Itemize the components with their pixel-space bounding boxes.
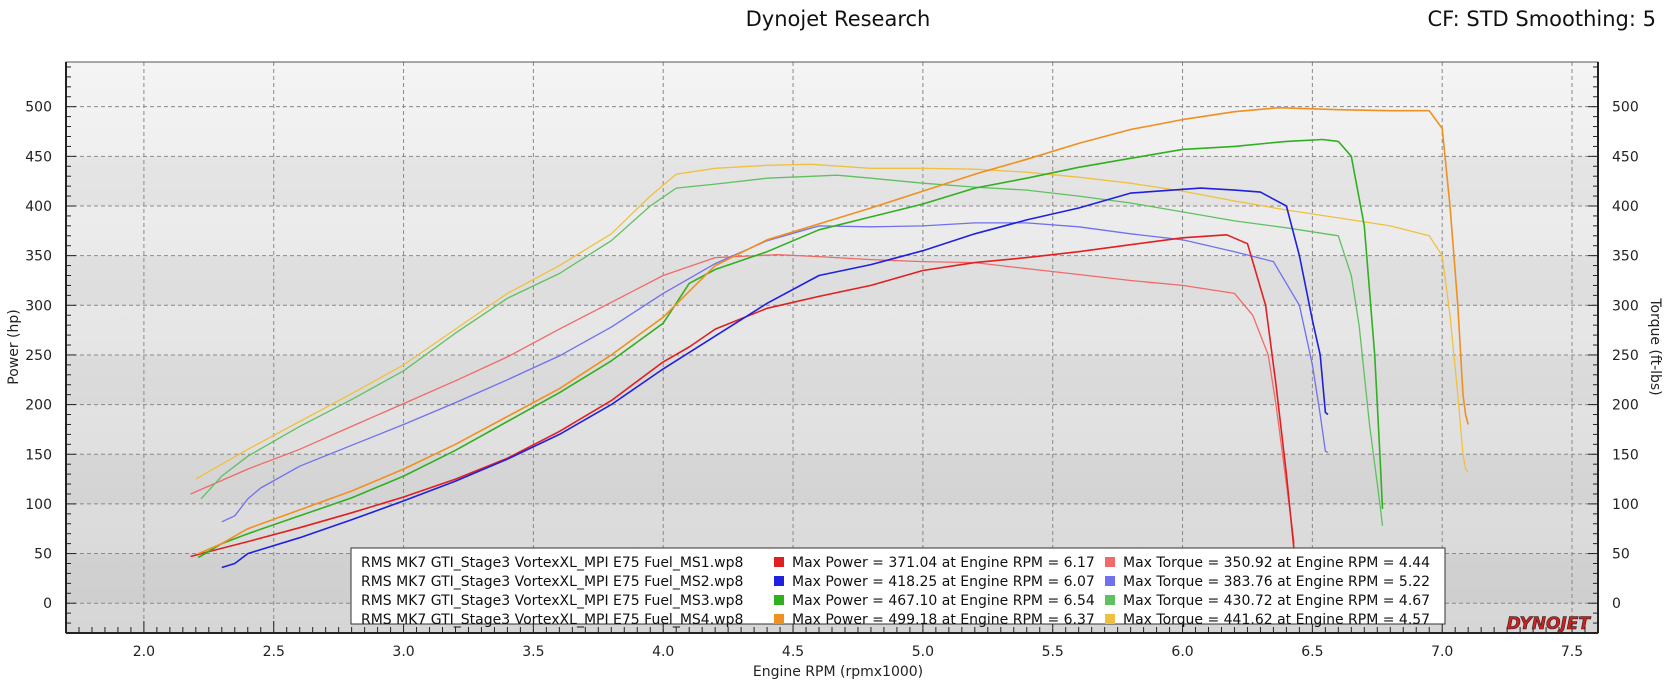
legend-file-name: RMS MK7 GTI_Stage3 VortexXL_MPI E75 Fuel… xyxy=(361,574,743,590)
legend-swatch-power xyxy=(774,576,784,586)
legend-max-power: Max Power = 499.18 at Engine RPM = 6.37 xyxy=(792,612,1095,628)
y-tick-label-right: 50 xyxy=(1612,547,1630,563)
series-line-power-3 xyxy=(197,138,1384,559)
x-tick-label: 6.0 xyxy=(1171,644,1193,660)
y-tick-label-left: 450 xyxy=(25,149,52,165)
legend-file-name: RMS MK7 GTI_Stage3 VortexXL_MPI E75 Fuel… xyxy=(361,593,743,609)
series-line-power-4 xyxy=(198,106,1469,555)
dynojet-logo-text: DYNOJET xyxy=(1507,614,1592,634)
y-tick-label-left: 250 xyxy=(25,348,52,364)
legend-swatch-torque xyxy=(1105,614,1115,624)
legend-swatch-torque xyxy=(1105,595,1115,605)
y-tick-label-right: 400 xyxy=(1612,199,1639,215)
series-line-torque-2 xyxy=(221,222,1329,523)
grid-band xyxy=(66,156,1598,206)
legend-swatch-power xyxy=(774,557,784,567)
y-tick-label-left: 200 xyxy=(25,398,52,414)
y-tick-label-right: 350 xyxy=(1612,249,1639,265)
legend-file-name: RMS MK7 GTI_Stage3 VortexXL_MPI E75 Fuel… xyxy=(361,555,743,571)
x-axis-title: Engine RPM (rpmx1000) xyxy=(753,664,923,680)
y-tick-label-right: 0 xyxy=(1612,596,1621,612)
y-tick-label-left: 300 xyxy=(25,298,52,314)
plot-area xyxy=(66,62,1598,633)
legend-max-torque: Max Torque = 383.76 at Engine RPM = 5.22 xyxy=(1123,574,1430,590)
y-tick-label-right: 200 xyxy=(1612,398,1639,414)
series-line-torque-4 xyxy=(195,163,1469,480)
series-line-torque-3 xyxy=(200,174,1384,526)
y-tick-label-right: 450 xyxy=(1612,149,1639,165)
legend-swatch-power xyxy=(774,614,784,624)
legend-max-power: Max Power = 467.10 at Engine RPM = 6.54 xyxy=(792,593,1095,609)
series-line-power-1 xyxy=(190,234,1295,558)
y-tick-label-left: 50 xyxy=(34,547,52,563)
legend-max-torque: Max Torque = 441.62 at Engine RPM = 4.57 xyxy=(1123,612,1430,628)
x-tick-label: 6.5 xyxy=(1301,644,1323,660)
dynojet-logo: DYNOJET xyxy=(1506,614,1592,635)
x-tick-label: 7.5 xyxy=(1561,644,1583,660)
legend-max-torque: Max Torque = 350.92 at Engine RPM = 4.44 xyxy=(1123,555,1430,571)
legend-swatch-torque xyxy=(1105,576,1115,586)
x-tick-label: 4.0 xyxy=(652,644,674,660)
series-layer xyxy=(190,106,1469,569)
y-tick-label-right: 100 xyxy=(1612,497,1639,513)
grid-band xyxy=(66,255,1598,306)
x-tick-label: 5.5 xyxy=(1042,644,1064,660)
y-tick-label-right: 250 xyxy=(1612,348,1639,364)
y-tick-label-right: 300 xyxy=(1612,298,1639,314)
axis-ticks: 0 0 50 50 100 100 150 150 200 200 250 250 300 300 350 3… xyxy=(25,66,1639,660)
legend-box xyxy=(350,547,1446,625)
y-tick-label-left: 0 xyxy=(43,596,52,612)
x-tick-label: 4.5 xyxy=(782,644,804,660)
y-tick-label-left: 400 xyxy=(25,199,52,215)
y-tick-label-right: 500 xyxy=(1612,100,1639,116)
grid-band xyxy=(66,354,1598,405)
x-tick-label: 3.5 xyxy=(522,644,544,660)
x-tick-label: 2.5 xyxy=(263,644,285,660)
x-tick-label: 2.0 xyxy=(133,644,155,660)
series-line-power-2 xyxy=(221,187,1329,569)
y-tick-label-left: 350 xyxy=(25,249,52,265)
series-line-torque-1 xyxy=(190,254,1295,544)
legend-swatch-power xyxy=(774,595,784,605)
legend-max-power: Max Power = 371.04 at Engine RPM = 6.17 xyxy=(792,555,1095,571)
legend-max-torque: Max Torque = 430.72 at Engine RPM = 4.67 xyxy=(1123,593,1430,609)
y-tick-label-left: 150 xyxy=(25,447,52,463)
x-tick-label: 5.0 xyxy=(912,644,934,660)
legend-swatch-torque xyxy=(1105,557,1115,567)
legend-file-name: RMS MK7 GTI_Stage3 VortexXL_MPI E75 Fuel… xyxy=(361,612,743,628)
y-axis-right-title: Torque (ft-lbs) xyxy=(1647,297,1663,395)
chart-subtitle: CF: STD Smoothing: 5 xyxy=(1428,7,1656,31)
x-tick-label: 7.0 xyxy=(1431,644,1453,660)
y-tick-label-left: 500 xyxy=(25,100,52,116)
grid-bands xyxy=(66,156,1598,604)
legend: RMS MK7 GTI_Stage3 VortexXL_MPI E75 Fuel… xyxy=(350,547,1446,628)
legend-max-power: Max Power = 418.25 at Engine RPM = 6.07 xyxy=(792,574,1095,590)
y-tick-label-left: 100 xyxy=(25,497,52,513)
y-tick-label-right: 150 xyxy=(1612,447,1639,463)
chart-title: Dynojet Research xyxy=(746,7,931,31)
y-axis-left-title: Power (hp) xyxy=(6,309,22,384)
grid-band xyxy=(66,454,1598,504)
x-tick-label: 3.0 xyxy=(392,644,414,660)
